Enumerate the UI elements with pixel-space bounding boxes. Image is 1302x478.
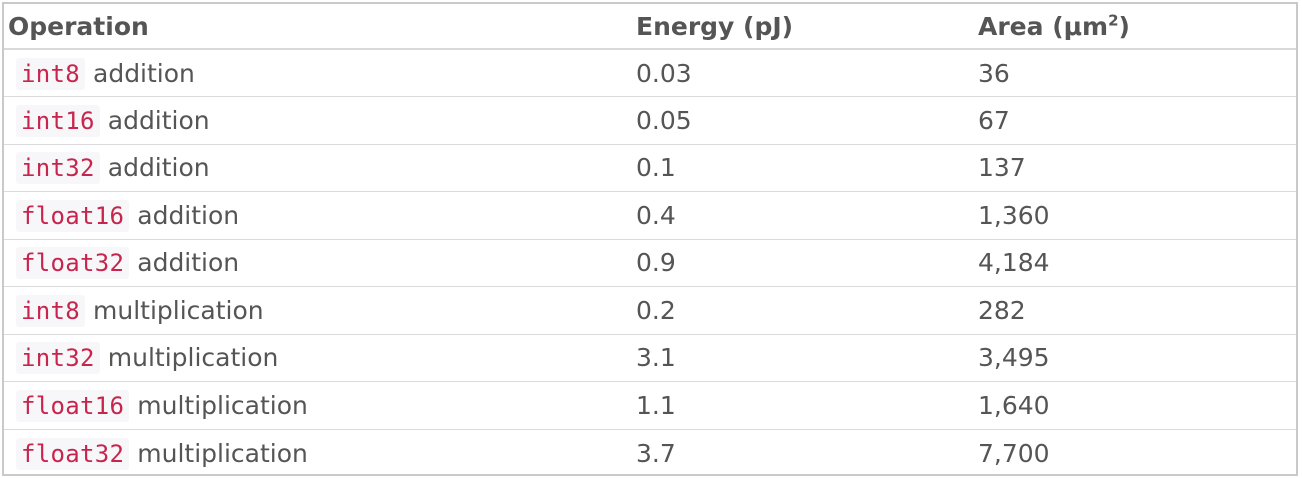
table-row: float32 multiplication 3.7 7,700 [4,429,1296,477]
energy-cell: 0.05 [632,96,974,145]
operation-name: multiplication [93,295,264,325]
dtype-code: float32 [16,247,130,280]
header-operation: Operation [4,4,632,50]
dtype-code: float16 [16,199,130,232]
area-cell: 67 [974,96,1296,145]
operation-name: multiplication [107,343,279,373]
operation-name: multiplication [137,390,308,420]
table-row: float16 addition 0.4 1,360 [4,191,1296,240]
operation-cell: float32 multiplication [4,429,632,477]
header-row: Operation Energy (pJ) Area (μm2) [4,4,1296,50]
operation-cell: int16 addition [4,96,632,145]
table-row: int32 addition 0.1 137 [4,144,1296,192]
operation-name: addition [137,200,240,230]
table-row: float32 addition 0.9 4,184 [4,239,1296,287]
table-row: float16 multiplication 1.1 1,640 [4,381,1296,430]
area-cell: 1,360 [974,191,1296,240]
header-area-superscript: 2 [1108,11,1119,30]
operation-name: addition [137,248,240,278]
area-cell: 1,640 [974,381,1296,430]
area-cell: 7,700 [978,438,1050,468]
dtype-code: int8 [16,57,85,90]
header-area-suffix: ) [1118,11,1130,41]
energy-cell: 0.2 [632,286,974,335]
energy-cell: 3.7 [636,438,676,468]
energy-cell: 0.9 [632,239,974,287]
table-row: int32 multiplication 3.1 3,495 [4,334,1296,382]
area-cell: 4,184 [974,239,1296,287]
header-energy: Energy (pJ) [632,4,974,50]
energy-cell: 1.1 [632,381,974,430]
dtype-code: float16 [16,389,130,422]
area-cell: 36 [974,49,1296,97]
area-cell: 3,495 [974,334,1296,382]
operation-cell: int32 multiplication [4,334,632,382]
dtype-code: float32 [16,437,130,470]
operation-cell: float16 addition [4,191,632,240]
dtype-code: int8 [16,294,85,327]
area-cell: 137 [974,144,1296,192]
table-row: int16 addition 0.05 67 [4,96,1296,145]
operation-name: addition [107,153,210,183]
dtype-code: int32 [16,152,100,185]
table-row: int8 addition 0.03 36 [4,49,1296,97]
operation-name: addition [93,58,195,88]
dtype-code: int32 [16,342,100,375]
energy-cell: 0.4 [632,191,974,240]
energy-cell: 0.03 [632,49,974,97]
area-cell: 282 [974,286,1296,335]
energy-area-table: Operation Energy (pJ) Area (μm2) int8 add… [4,4,1296,477]
header-area: Area (μm2) [974,4,1296,50]
operation-name: multiplication [137,438,308,468]
operation-cell: int8 multiplication [4,286,632,335]
energy-cell: 0.1 [632,144,974,192]
operation-cell: float16 multiplication [4,381,632,430]
dtype-code: int16 [16,104,100,137]
operation-cell: int32 addition [4,144,632,192]
table-row: int8 multiplication 0.2 282 [4,286,1296,335]
operation-cell: int8 addition [4,49,632,97]
operation-cell: float32 addition [4,239,632,287]
energy-cell: 3.1 [632,334,974,382]
header-area-prefix: Area (μm [978,11,1109,41]
operation-name: addition [107,105,210,135]
